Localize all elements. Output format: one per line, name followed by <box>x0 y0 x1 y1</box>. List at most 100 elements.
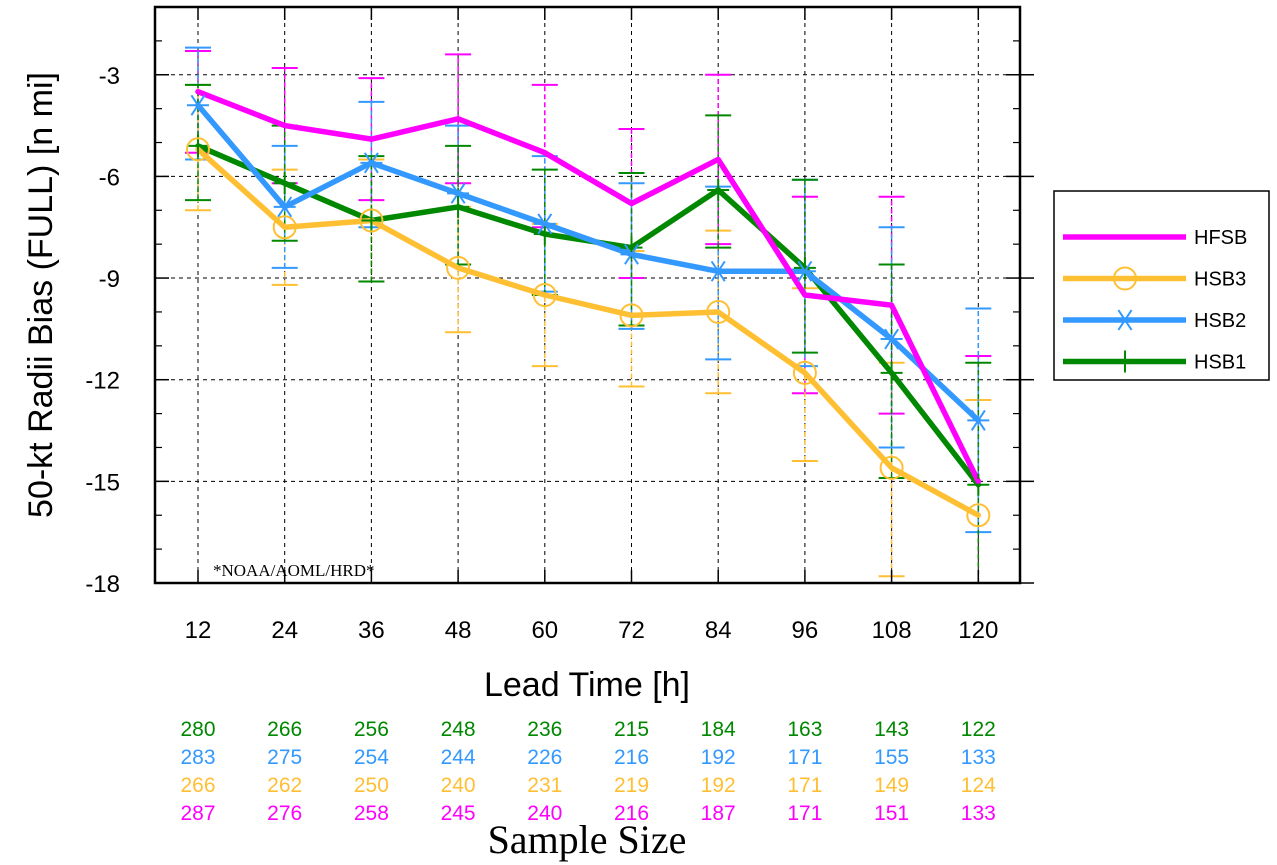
marker-circle <box>186 137 210 162</box>
sample-size-value: 236 <box>527 718 562 741</box>
marker-asterisk <box>970 409 986 431</box>
marker-dot <box>195 89 201 95</box>
marker-circle <box>706 299 731 324</box>
plot-frame <box>153 5 1022 585</box>
x-tick-label: 120 <box>958 617 998 644</box>
sample-size-value: 231 <box>527 774 562 797</box>
marker-circle <box>792 360 817 385</box>
marker-asterisk <box>797 260 813 282</box>
marker-asterisk <box>363 152 379 174</box>
sample-size-value: 163 <box>787 718 822 741</box>
marker-circle <box>272 215 297 240</box>
sample-size-value: 187 <box>701 802 736 825</box>
legend-label: HFSB <box>1194 227 1247 249</box>
marker-dot <box>1122 234 1128 240</box>
sample-size-value: 226 <box>527 746 562 769</box>
series-line-hsb2 <box>195 102 982 424</box>
sample-size-value: 171 <box>787 802 822 825</box>
marker-asterisk <box>624 243 639 265</box>
marker-dot <box>282 123 288 129</box>
sample-size-value: 250 <box>354 774 389 797</box>
x-tick-label: 72 <box>618 617 645 644</box>
sample-size-value: 171 <box>787 746 822 769</box>
sample-size-value: 275 <box>267 746 302 769</box>
marker-circle <box>446 255 471 280</box>
marker-dot <box>455 116 461 122</box>
series-line-hsb3 <box>195 146 982 518</box>
marker-dot <box>889 302 895 308</box>
series-markers <box>186 89 991 528</box>
sample-size-value: 124 <box>961 774 996 797</box>
y-axis-title: 50-kt Radii Bias (FULL) [n mi] <box>22 72 60 518</box>
marker-asterisk <box>1117 309 1133 331</box>
axis-ticks <box>155 7 1034 584</box>
sample-size-value: 258 <box>354 802 389 825</box>
sample-size-value: 276 <box>267 802 302 825</box>
marker-asterisk <box>277 196 293 218</box>
watermark: *NOAA/AOML/HRD* <box>213 561 375 580</box>
marker-asterisk <box>884 328 900 350</box>
sample-size-value: 149 <box>874 774 909 797</box>
y-tick-label: -18 <box>85 571 120 598</box>
x-tick-label: 48 <box>445 617 472 644</box>
sample-size-value: 283 <box>180 746 215 769</box>
x-tick-label: 96 <box>792 617 819 644</box>
x-tick-label: 36 <box>358 617 385 644</box>
sample-size-value: 192 <box>701 746 736 769</box>
marker-circle <box>359 208 384 233</box>
marker-asterisk <box>190 94 206 116</box>
marker-asterisk <box>710 260 726 282</box>
sample-size-value: 254 <box>354 746 389 769</box>
marker-asterisk <box>537 213 553 235</box>
x-tick-label: 60 <box>531 617 558 644</box>
x-tick-label: 24 <box>271 617 298 644</box>
sample-size-value: 216 <box>614 802 649 825</box>
series-line-hfsb <box>195 88 982 485</box>
sample-size-value: 192 <box>701 774 736 797</box>
series-lines <box>195 88 982 518</box>
x-tick-label: 84 <box>705 617 732 644</box>
marker-dot <box>542 150 548 156</box>
sample-size-value: 184 <box>701 718 736 741</box>
x-axis-title: Lead Time [h] <box>484 666 690 704</box>
sample-size-value: 244 <box>441 746 476 769</box>
x-tick-label: 12 <box>185 617 212 644</box>
x-tick-label: 108 <box>872 617 912 644</box>
sample-size-value: 240 <box>441 774 476 797</box>
y-tick-label: -12 <box>85 368 120 395</box>
legend-box <box>1053 190 1270 381</box>
y-tick-label: -15 <box>85 469 120 496</box>
y-tick-label: -9 <box>99 266 120 293</box>
sample-size-value: 287 <box>180 802 215 825</box>
legend-label: HSB3 <box>1194 269 1246 291</box>
sample-size-value: 280 <box>180 718 215 741</box>
marker-dot <box>629 201 634 207</box>
sample-size-value: 122 <box>961 718 996 741</box>
marker-circle <box>966 503 991 528</box>
legend-label: HSB2 <box>1194 310 1246 332</box>
sample-size-value: 151 <box>874 802 909 825</box>
sample-size-value: 171 <box>787 774 822 797</box>
marker-dot <box>975 478 981 484</box>
sample-size-value: 133 <box>961 746 996 769</box>
sample-size-value: 155 <box>874 746 909 769</box>
sample-size-table: 280 266 256 248 236 215 184 163 143 122 283 275 254 2… <box>180 718 996 825</box>
y-tick-labels: -3 -6 -9 -12 -15 -18 <box>85 63 120 598</box>
marker-circle <box>1113 266 1137 291</box>
sample-size-value: 266 <box>180 774 215 797</box>
x-tick-labels: 12 24 36 48 60 72 84 96 108 120 <box>185 617 999 644</box>
marker-circle <box>619 303 644 328</box>
y-tick-label: -3 <box>99 63 120 90</box>
legend-label: HSB1 <box>1194 352 1246 374</box>
marker-dot <box>368 136 374 142</box>
sample-size-title: Sample Size <box>488 817 687 862</box>
y-tick-label: -6 <box>99 164 120 191</box>
marker-circle <box>879 455 904 480</box>
sample-size-value: 256 <box>354 718 389 741</box>
sample-size-value: 248 <box>441 718 476 741</box>
sample-size-value: 219 <box>614 774 649 797</box>
marker-asterisk <box>450 182 466 204</box>
marker-circle <box>532 283 557 307</box>
sample-size-value: 266 <box>267 718 302 741</box>
sample-size-value: 240 <box>527 802 562 825</box>
